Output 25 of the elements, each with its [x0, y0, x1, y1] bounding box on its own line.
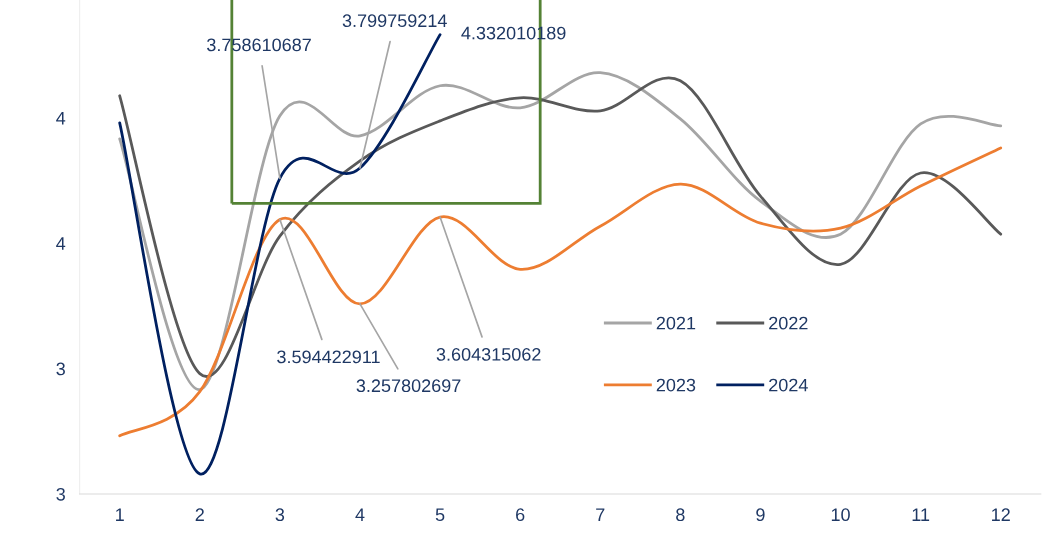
x-tick-label: 2	[195, 508, 204, 521]
data-label: 3.604315062	[436, 348, 541, 361]
data-label: 3.799759214	[342, 14, 447, 28]
x-tick-label: 12	[992, 508, 1010, 521]
x-tick-label: 6	[516, 508, 525, 522]
data-label: 3.257802697	[356, 379, 461, 393]
x-tick-label: 10	[831, 508, 850, 522]
x-tick-label: 7	[596, 508, 605, 521]
legend-label: 2022	[769, 316, 808, 330]
x-tick-label: 9	[756, 508, 765, 522]
x-tick-label: 11	[912, 508, 930, 521]
x-tick-label: 8	[676, 508, 685, 522]
x-tick-label: 3	[275, 508, 285, 522]
x-tick-label: 4	[355, 508, 365, 521]
y-tick-label: 4	[56, 237, 66, 250]
data-label: 3.594422911	[277, 350, 380, 364]
y-tick-label: 4	[56, 111, 66, 125]
legend-label: 2024	[769, 378, 808, 392]
line-series	[118, 146, 1003, 438]
y-tick-label: 3	[56, 362, 65, 376]
y-tick-label: 3	[56, 487, 65, 501]
x-tick-label: 5	[435, 508, 445, 522]
x-tick-label: 1	[116, 508, 124, 521]
legend-label: 2021	[656, 316, 696, 330]
legend-label: 2023	[656, 378, 696, 392]
